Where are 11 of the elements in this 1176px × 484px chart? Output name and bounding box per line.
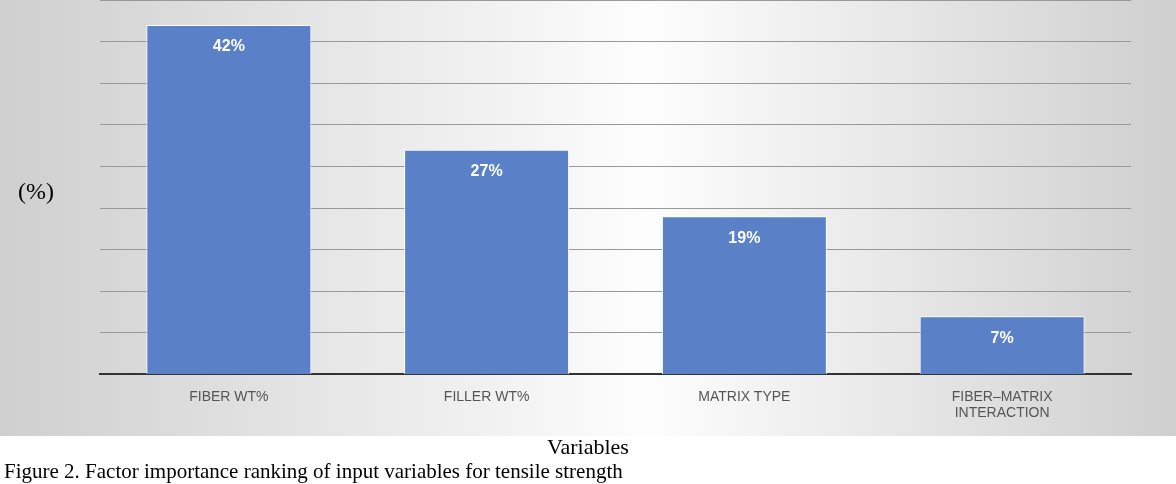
y-axis-title: (%) <box>18 178 54 205</box>
data-label: 27% <box>470 162 503 180</box>
x-axis-title: Variables <box>546 434 630 459</box>
x-tick-label: FIBER–MATRIX INTERACTION <box>951 387 1054 421</box>
data-label: 7% <box>990 328 1014 346</box>
x-tick-label: MATRIX TYPE <box>698 387 791 404</box>
caption: Figure 2. Factor importance ranking of input variables for tensile strength <box>4 459 623 483</box>
data-label: 42% <box>212 37 245 55</box>
x-tick-label: FIBER WT% <box>189 387 269 404</box>
data-label: 19% <box>728 228 761 246</box>
x-tick-label: FILLER WT% <box>443 387 530 404</box>
